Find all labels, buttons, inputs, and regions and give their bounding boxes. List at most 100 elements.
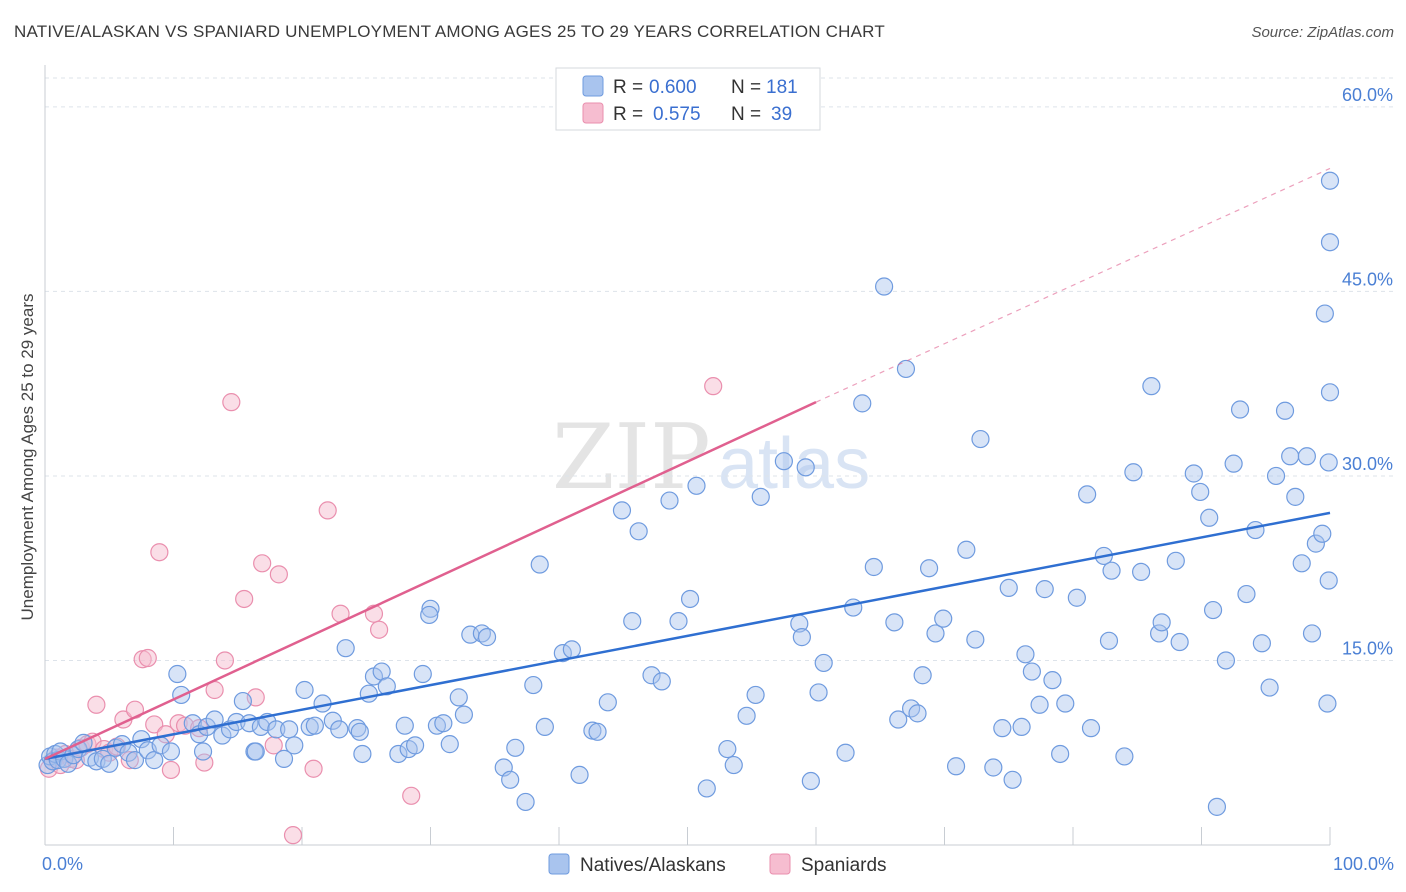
y-tick-label: 30.0% <box>1342 454 1393 474</box>
spaniards-point <box>370 620 389 639</box>
spaniards-point <box>222 393 241 412</box>
natives-point <box>440 735 459 754</box>
natives-point <box>652 672 671 691</box>
natives-point <box>1224 454 1243 473</box>
bottom-legend-spaniards: Spaniards <box>801 855 887 876</box>
trend-lines <box>44 167 1331 761</box>
source-credit: Source: ZipAtlas.com <box>1251 24 1394 41</box>
natives-point <box>926 624 945 643</box>
natives-point <box>1056 694 1075 713</box>
natives-point <box>612 501 632 520</box>
natives-point <box>1030 695 1049 714</box>
spaniards-point <box>87 695 106 714</box>
legend-r-label-2: R = <box>613 104 643 125</box>
natives-point <box>1292 554 1311 573</box>
legend-swatch-natives <box>582 75 604 97</box>
natives-point <box>330 720 349 739</box>
spaniards-point <box>138 648 157 668</box>
natives-point <box>1170 632 1189 652</box>
natives-point <box>274 749 294 768</box>
natives-point <box>1216 651 1236 670</box>
natives-point <box>913 666 932 685</box>
spaniards-point <box>145 715 164 734</box>
axes <box>44 65 1331 846</box>
natives-point <box>1184 464 1203 483</box>
natives-point <box>984 758 1003 777</box>
natives-point <box>642 666 661 685</box>
spaniards-trend-line <box>44 401 817 761</box>
natives-point <box>1320 171 1340 190</box>
natives-point <box>885 613 904 632</box>
bottom-legend: Natives/Alaskans Spaniards <box>548 853 887 876</box>
natives-point <box>246 742 265 761</box>
natives-point <box>501 770 520 789</box>
natives-point <box>100 754 119 773</box>
natives-point <box>233 691 252 711</box>
natives-point <box>746 685 765 705</box>
natives-point <box>588 722 607 741</box>
natives-point <box>1237 584 1256 604</box>
bottom-legend-swatch-spaniards <box>769 853 791 875</box>
spaniards-point <box>120 751 139 770</box>
natives-point <box>1313 524 1332 543</box>
natives-point <box>1132 562 1151 582</box>
natives-point <box>934 609 953 628</box>
natives-point <box>1297 447 1316 466</box>
natives-point <box>405 736 425 755</box>
natives-point <box>1016 645 1035 664</box>
natives-point <box>966 630 985 649</box>
watermark-atlas: atlas <box>718 424 870 504</box>
natives-point <box>1012 717 1031 737</box>
natives-point <box>570 765 589 784</box>
natives-point <box>629 522 648 541</box>
legend-n-label-1: N = <box>731 77 761 98</box>
natives-point <box>535 717 554 737</box>
natives-point <box>454 705 474 724</box>
natives-point <box>809 683 828 702</box>
natives-point <box>353 744 372 764</box>
natives-point <box>660 491 679 510</box>
natives-point <box>1078 485 1097 504</box>
natives-point <box>305 716 324 735</box>
natives-point <box>993 719 1012 738</box>
natives-point <box>1081 719 1101 738</box>
natives-point <box>1246 520 1265 540</box>
natives-point <box>896 359 916 379</box>
natives-point <box>1191 482 1210 502</box>
natives-point <box>420 605 439 625</box>
natives-point <box>999 578 1018 597</box>
natives-point <box>553 643 572 663</box>
spaniards-point <box>264 736 283 755</box>
y-tick-label: 60.0% <box>1342 85 1393 105</box>
natives-point <box>1043 671 1062 690</box>
natives-point <box>1200 508 1219 527</box>
natives-point <box>562 640 581 659</box>
x-tick-label-max: 100.0% <box>1333 854 1394 874</box>
natives-point <box>792 628 811 647</box>
spaniards-point <box>402 786 421 805</box>
natives-point <box>1252 634 1271 653</box>
spaniards-point <box>235 589 254 609</box>
natives-point <box>524 675 543 695</box>
natives-point <box>205 710 224 729</box>
natives-point <box>1003 770 1022 789</box>
natives-point <box>434 714 453 733</box>
legend-swatch-spaniards <box>582 102 604 124</box>
natives-point <box>751 487 770 506</box>
natives-point <box>1149 624 1169 643</box>
natives-point <box>697 779 716 798</box>
x-tick-label-min: 0.0% <box>42 854 83 874</box>
natives-point <box>119 743 138 762</box>
spaniards-trend-extension <box>815 167 1331 403</box>
spaniards-point <box>704 377 723 396</box>
natives-point <box>908 704 927 723</box>
natives-point <box>946 757 966 776</box>
spaniards-point <box>269 565 288 584</box>
natives-point <box>889 710 908 729</box>
natives-point <box>1319 453 1338 472</box>
legend-r-label-1: R = <box>613 77 643 98</box>
natives-point <box>1286 487 1305 506</box>
natives-point <box>389 744 408 764</box>
natives-points <box>38 171 1340 816</box>
watermark-zip: ZIP <box>552 405 711 510</box>
